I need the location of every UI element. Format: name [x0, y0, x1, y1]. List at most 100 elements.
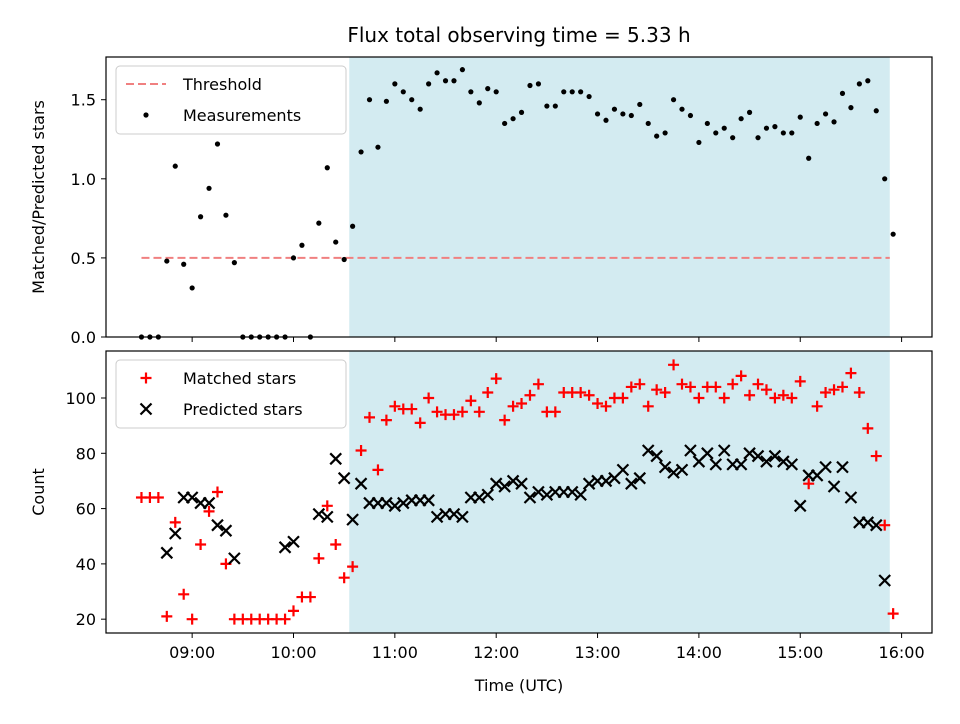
data-point [189, 285, 195, 291]
data-point [181, 261, 187, 267]
data-point [574, 488, 587, 502]
data-point [794, 375, 806, 387]
data-point [456, 406, 468, 418]
data-point [482, 386, 494, 398]
data-point [304, 591, 316, 603]
data-point [206, 185, 212, 191]
data-point [565, 485, 579, 499]
data-point [743, 447, 756, 460]
data-point [839, 90, 846, 96]
data-point [476, 100, 482, 106]
data-point [366, 97, 373, 103]
data-point [442, 78, 449, 84]
data-point [186, 613, 198, 625]
data-point [848, 105, 854, 111]
data-point [523, 491, 537, 504]
x-tick-label: 15:00 [777, 643, 823, 662]
data-point [290, 255, 297, 261]
data-point [380, 496, 393, 510]
data-point [780, 130, 786, 136]
data-point [414, 417, 426, 429]
data-point [650, 449, 663, 463]
data-point [772, 124, 778, 130]
data-point [324, 165, 330, 171]
data-point [785, 458, 799, 471]
bottom-panel: 20 40 60 80 100 09:00 10:00 11:00 12:00 13:00 14:0… [29, 351, 933, 662]
y-tick-label: 0.5 [71, 249, 96, 268]
data-point [383, 98, 390, 104]
legend [115, 65, 347, 135]
data-point [456, 510, 469, 524]
legend-handle [140, 372, 152, 384]
data-point [506, 474, 520, 488]
data-point [473, 406, 485, 418]
data-point [430, 510, 444, 524]
x-tick-label: 14:00 [676, 643, 722, 662]
data-point [620, 111, 626, 117]
data-point [426, 81, 432, 87]
data-point [675, 463, 689, 477]
y-tick-label: 80 [76, 444, 96, 463]
data-point [684, 381, 696, 393]
data-point [299, 242, 305, 248]
data-point [178, 588, 190, 600]
data-point [890, 231, 896, 237]
data-point [549, 406, 561, 418]
data-point [704, 120, 710, 127]
data-point [658, 460, 672, 474]
data-point [687, 112, 694, 119]
data-point [617, 392, 629, 404]
data-point [592, 398, 604, 410]
data-point [651, 384, 663, 396]
data-point [169, 516, 181, 528]
data-point [822, 111, 829, 117]
y-tick-label: 1.0 [71, 170, 96, 189]
data-point [341, 256, 347, 263]
data-point [582, 477, 596, 490]
data-point [459, 67, 466, 73]
data-point [763, 125, 770, 131]
data-point [634, 378, 646, 390]
x-tick-label: 12:00 [473, 643, 519, 662]
data-point [828, 384, 840, 396]
data-point [493, 89, 499, 95]
y-tick-label: 60 [76, 500, 96, 519]
data-point [693, 392, 705, 404]
data-point [321, 500, 333, 512]
data-point [465, 395, 477, 407]
legend [115, 359, 347, 429]
data-point [856, 81, 862, 87]
data-point [600, 400, 612, 412]
data-point [667, 466, 680, 479]
top-panel: 0.0 0.5 1.0 1.5 Matched/Predicted stars Thres… [29, 56, 933, 347]
data-point [777, 389, 789, 401]
data-point [434, 70, 440, 76]
y-tick-label: 1.5 [71, 91, 96, 110]
data-point [806, 155, 812, 161]
data-point [330, 539, 342, 551]
data-point [375, 144, 381, 150]
data-point [786, 392, 798, 404]
data-point [865, 78, 871, 84]
data-point [518, 109, 525, 115]
data-point [752, 378, 764, 390]
data-point [397, 496, 410, 510]
data-point [372, 464, 384, 476]
data-point [152, 492, 164, 504]
data-point [746, 109, 753, 115]
data-point [709, 458, 723, 471]
data-point [473, 491, 486, 504]
data-point [710, 381, 722, 393]
data-point [316, 220, 322, 226]
data-point [422, 494, 435, 507]
data-point [882, 176, 888, 182]
data-point [633, 471, 647, 485]
data-point [717, 444, 731, 457]
legend-label: Predicted stars [183, 400, 303, 419]
observing-window-shade [349, 351, 890, 633]
data-point [409, 97, 415, 103]
x-tick-label: 16:00 [879, 643, 925, 662]
data-point [364, 411, 376, 423]
data-point [448, 409, 460, 421]
data-point [735, 370, 747, 382]
